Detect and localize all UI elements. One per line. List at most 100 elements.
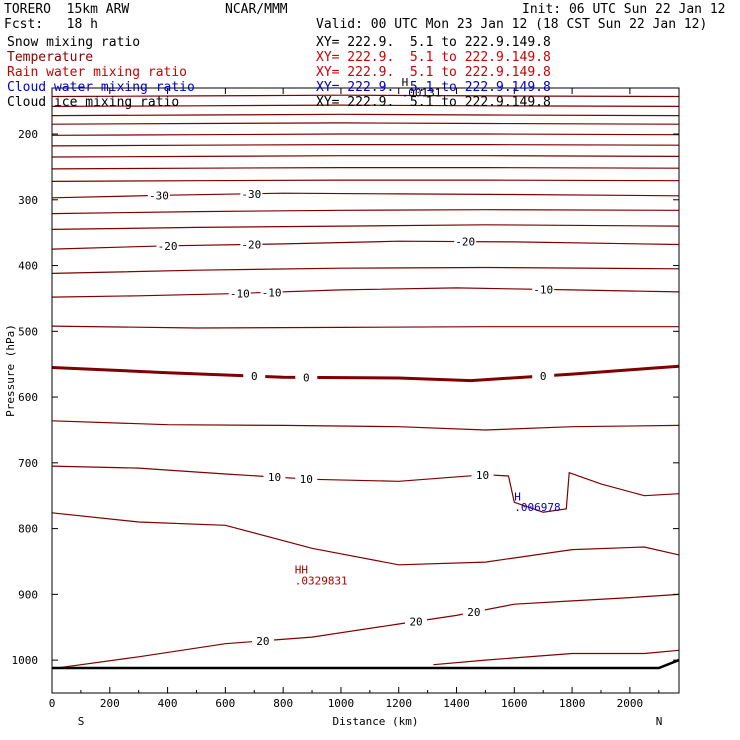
contour-line-13 [51,266,680,274]
contour-label-14-1: -10 [262,286,282,299]
y-axis-label: Pressure (hPa) [4,324,17,417]
contour-label-20-2: 20 [467,606,480,619]
contour-line-3 [51,122,680,125]
contour-line-6 [51,155,680,158]
plot-frame [51,87,680,694]
legend-cloud-ice-xy: XY= 222.9. 5.1 to 222.9.149.8 [316,95,551,110]
contour-line-2 [51,113,680,117]
valid-time: Valid: 00 UTC Mon 23 Jan 12 (18 CST Sun … [316,17,708,32]
contour-line-7 [51,167,680,170]
contour-line-16 [51,364,680,383]
contour-label-12-0: -20 [158,240,178,253]
y-tick-label-1: 300 [18,194,38,207]
x-tick-label-7: 1400 [443,697,470,710]
model-title: TORERO 15km ARW [4,2,130,17]
contour-label-bg-12-2 [454,235,477,248]
y-tick-label-6: 800 [18,523,38,536]
x-axis-label: Distance (km) [332,715,418,728]
annotation-1: .006978 [514,501,560,514]
contour-label-bg-20-1 [405,615,428,628]
y-tick-label-7: 900 [18,588,38,601]
contour-label-bg-20-2 [462,606,485,619]
legend-snow-xy: XY= 222.9. 5.1 to 222.9.149.8 [316,35,551,50]
contour-line-19 [51,512,680,566]
contour-label-16-1: 0 [303,371,310,384]
contour-line-5 [51,144,680,147]
contour-line-1 [51,104,680,107]
contour-line-4 [51,133,680,136]
contour-label-16-2: 0 [540,370,547,383]
contour-label-18-2: 10 [476,469,489,482]
contour-line-21 [433,649,680,666]
contour-label-9-1: -30 [241,188,261,201]
contour-line-10 [51,209,680,215]
contour-line-15 [51,325,679,329]
contour-label-bg-18-0 [263,470,286,483]
surface-line [52,658,680,670]
annotation-0: H [514,490,521,503]
contour-label-14-2: -10 [533,283,553,296]
annotation-4: H [402,76,409,89]
contour-label-bg-14-0 [228,287,251,300]
contour-label-20-1: 20 [409,615,422,628]
contour-label-bg-18-1 [295,472,318,485]
x-tick-label-10: 2000 [617,697,644,710]
contour-label-bg-14-1 [260,286,283,299]
contour-line-14 [51,287,680,298]
legend-cloud-water-xy: XY= 222.9. 5.1 to 222.9.149.8 [316,80,551,95]
contour-label-bg-14-2 [532,283,555,296]
endpoint-right: N [656,715,663,728]
contour-label-bg-9-1 [240,187,263,200]
legend-rain-xy: XY= 222.9. 5.1 to 222.9.149.8 [316,65,551,80]
y-tick-label-8: 1000 [12,654,39,667]
x-tick-label-9: 1800 [559,697,586,710]
contour-line-8 [51,179,680,182]
contour-label-bg-16-1 [295,371,318,384]
contour-line-18 [51,465,680,513]
y-tick-label-0: 200 [18,128,38,141]
legend-cloud-ice-label: Cloud ice mixing ratio [7,95,180,110]
y-tick-label-5: 700 [18,457,38,470]
x-tick-label-2: 400 [158,697,178,710]
axes: 0 200 400 600 800 1000 1200 1400 1600 1800 2000200… [4,87,680,728]
annotation-3: .0329831 [295,574,348,587]
annotation-2: HH [295,563,308,576]
contour-label-bg-18-2 [471,468,494,481]
temperature-contours: -30 -30 -20 -20 -20 -10 -10 -10 0 0 0 10 10 10 20 20 20 [51,94,680,670]
contour-label-bg-9-0 [147,189,170,202]
contour-label-20-0: 20 [256,635,269,648]
y-tick-label-2: 400 [18,260,38,273]
legend-temperature-xy: XY= 222.9. 5.1 to 222.9.149.8 [316,50,551,65]
contour-label-12-1: -20 [241,238,261,251]
y-tick-label-3: 500 [18,325,38,338]
contour-label-bg-16-0 [243,370,266,383]
annotation-5: .00131 [402,87,442,100]
legend-rain-label: Rain water mixing ratio [7,65,188,80]
init-time: Init: 06 UTC Sun 22 Jan 12 [522,2,726,17]
x-tick-label-8: 1600 [501,697,528,710]
x-tick-label-4: 800 [273,697,293,710]
contour-label-9-0: -30 [149,189,169,202]
y-tick-label-4: 600 [18,391,38,404]
contour-line-0 [51,94,680,98]
x-tick-label-3: 600 [215,697,235,710]
x-tick-label-0: 0 [49,697,56,710]
x-tick-label-5: 1000 [328,697,355,710]
contour-label-bg-12-0 [156,239,179,252]
contour-line-20 [51,593,680,670]
contour-line-17 [51,420,680,431]
contour-label-bg-16-2 [532,369,555,382]
x-tick-label-1: 200 [100,697,120,710]
x-tick-label-6: 1200 [385,697,412,710]
contour-label-bg-20-0 [251,634,274,647]
forecast-hour: Fcst: 18 h [4,17,98,32]
contour-label-18-1: 10 [300,473,313,486]
contour-line-12 [51,240,680,250]
legend-cloud-water-label: Cloud water mixing ratio [7,80,195,95]
center-label: NCAR/MMM [225,2,288,17]
contour-label-16-0: 0 [251,370,258,383]
contour-label-14-0: -10 [230,287,250,300]
contour-label-18-0: 10 [268,471,281,484]
contour-label-bg-12-1 [240,238,263,251]
